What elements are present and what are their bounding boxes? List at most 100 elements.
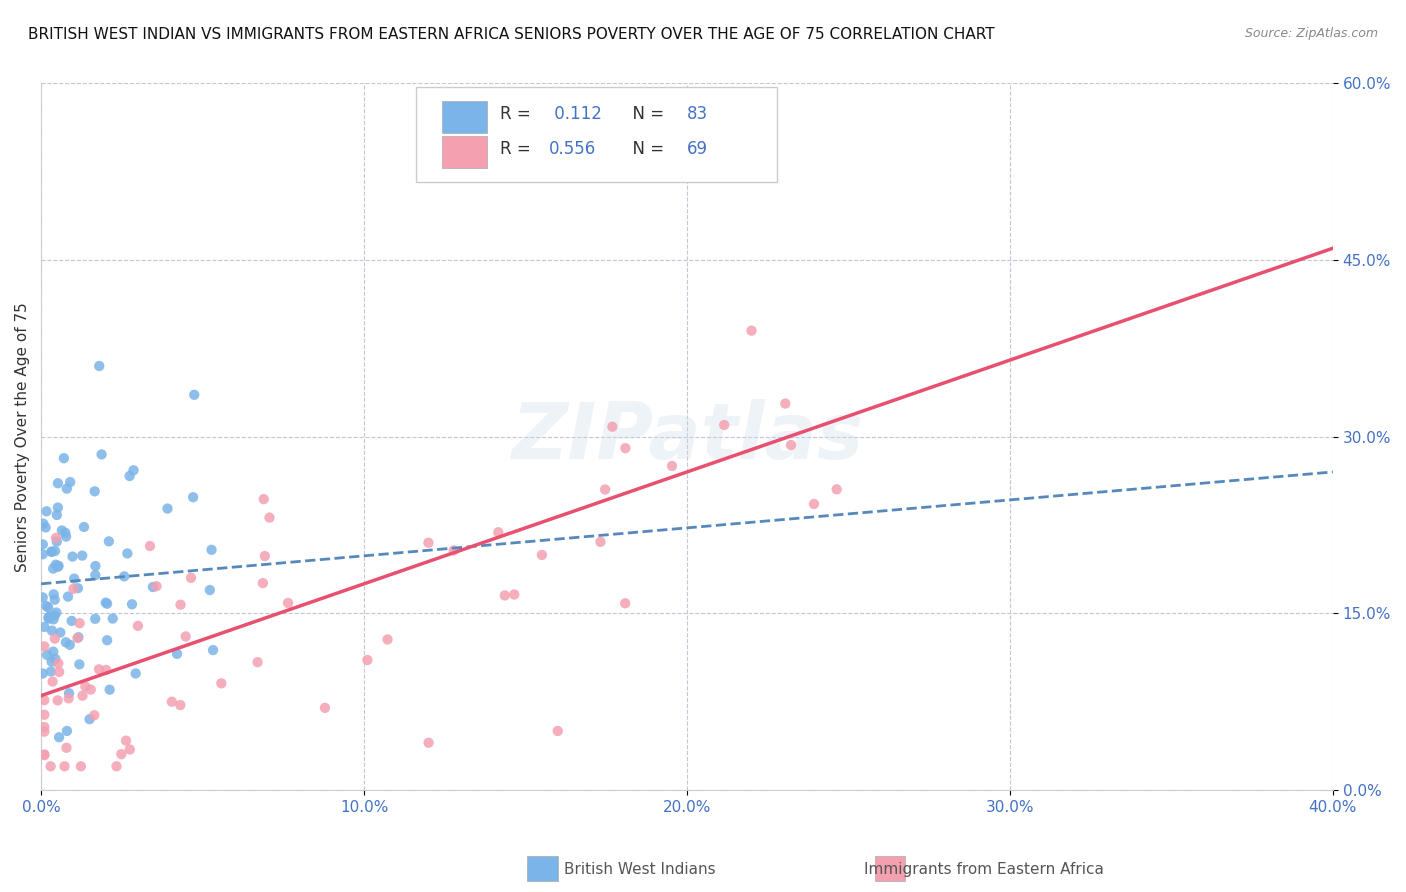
Point	[35, 599, 58, 613]
Point	[67, 657, 90, 672]
Point	[41, 545, 63, 559]
Text: Source: ZipAtlas.com: Source: ZipAtlas.com	[1244, 27, 1378, 40]
Point	[277, 596, 299, 610]
Point	[32, 516, 55, 531]
Point	[314, 701, 336, 715]
Point	[41, 674, 63, 689]
Point	[713, 417, 735, 432]
Point	[117, 546, 139, 560]
Point	[125, 666, 148, 681]
Point	[614, 441, 637, 455]
Point	[46, 693, 69, 707]
Point	[31, 547, 53, 561]
Point	[443, 543, 465, 558]
Point	[96, 597, 118, 611]
Point	[62, 549, 84, 564]
Point	[84, 568, 107, 582]
Point	[66, 581, 89, 595]
Point	[121, 597, 143, 611]
Y-axis label: Seniors Poverty Over the Age of 75: Seniors Poverty Over the Age of 75	[15, 301, 30, 572]
Point	[37, 610, 59, 624]
Point	[38, 612, 60, 626]
Point	[34, 620, 56, 634]
Point	[34, 720, 56, 734]
Point	[59, 475, 82, 489]
Point	[84, 559, 107, 574]
Point	[37, 600, 59, 615]
Point	[45, 508, 67, 522]
Text: N =: N =	[623, 140, 669, 158]
Point	[46, 500, 69, 515]
Point	[34, 748, 56, 763]
Point	[98, 682, 121, 697]
Point	[39, 665, 62, 679]
Point	[661, 458, 683, 473]
Point	[44, 544, 66, 558]
Point	[79, 712, 101, 726]
Point	[87, 662, 110, 676]
Point	[780, 438, 803, 452]
Point	[53, 525, 76, 540]
Point	[145, 579, 167, 593]
Point	[45, 558, 67, 572]
Text: 0.556: 0.556	[548, 140, 596, 158]
Text: N =: N =	[623, 105, 669, 123]
Point	[52, 451, 75, 466]
Point	[139, 539, 162, 553]
Point	[48, 731, 70, 745]
Point	[31, 666, 53, 681]
Point	[44, 608, 66, 623]
Point	[34, 707, 56, 722]
Point	[45, 534, 67, 549]
Text: 0.112: 0.112	[548, 105, 602, 123]
Point	[44, 652, 66, 666]
Point	[45, 531, 67, 545]
Point	[122, 463, 145, 477]
Point	[115, 733, 138, 747]
FancyBboxPatch shape	[441, 136, 486, 169]
Point	[58, 686, 80, 700]
Point	[39, 759, 62, 773]
Point	[63, 572, 86, 586]
Point	[56, 723, 79, 738]
Point	[246, 655, 269, 669]
Point	[96, 633, 118, 648]
Point	[530, 548, 553, 562]
Point	[202, 643, 225, 657]
Point	[34, 724, 56, 739]
Point	[80, 682, 103, 697]
Point	[803, 497, 825, 511]
Point	[589, 534, 612, 549]
Text: ZIPatlas: ZIPatlas	[510, 399, 863, 475]
Point	[418, 535, 440, 549]
Point	[112, 569, 135, 583]
Point	[41, 624, 63, 638]
Point	[259, 510, 281, 524]
Point	[142, 580, 165, 594]
Text: R =: R =	[499, 140, 536, 158]
Point	[156, 501, 179, 516]
Point	[169, 698, 191, 712]
Point	[35, 504, 58, 518]
Point	[38, 609, 60, 624]
Point	[58, 691, 80, 706]
Point	[46, 476, 69, 491]
Point	[45, 606, 67, 620]
Point	[174, 630, 197, 644]
Point	[377, 632, 399, 647]
Point	[49, 625, 72, 640]
Point	[48, 665, 70, 679]
Point	[31, 537, 53, 551]
Point	[34, 640, 56, 654]
Point	[105, 759, 128, 773]
Point	[614, 596, 637, 610]
Point	[55, 740, 77, 755]
Point	[55, 530, 77, 544]
Point	[34, 747, 56, 762]
Point	[169, 598, 191, 612]
Point	[41, 655, 63, 669]
Point	[53, 759, 76, 773]
Point	[42, 645, 65, 659]
FancyBboxPatch shape	[416, 87, 778, 182]
Point	[209, 676, 232, 690]
